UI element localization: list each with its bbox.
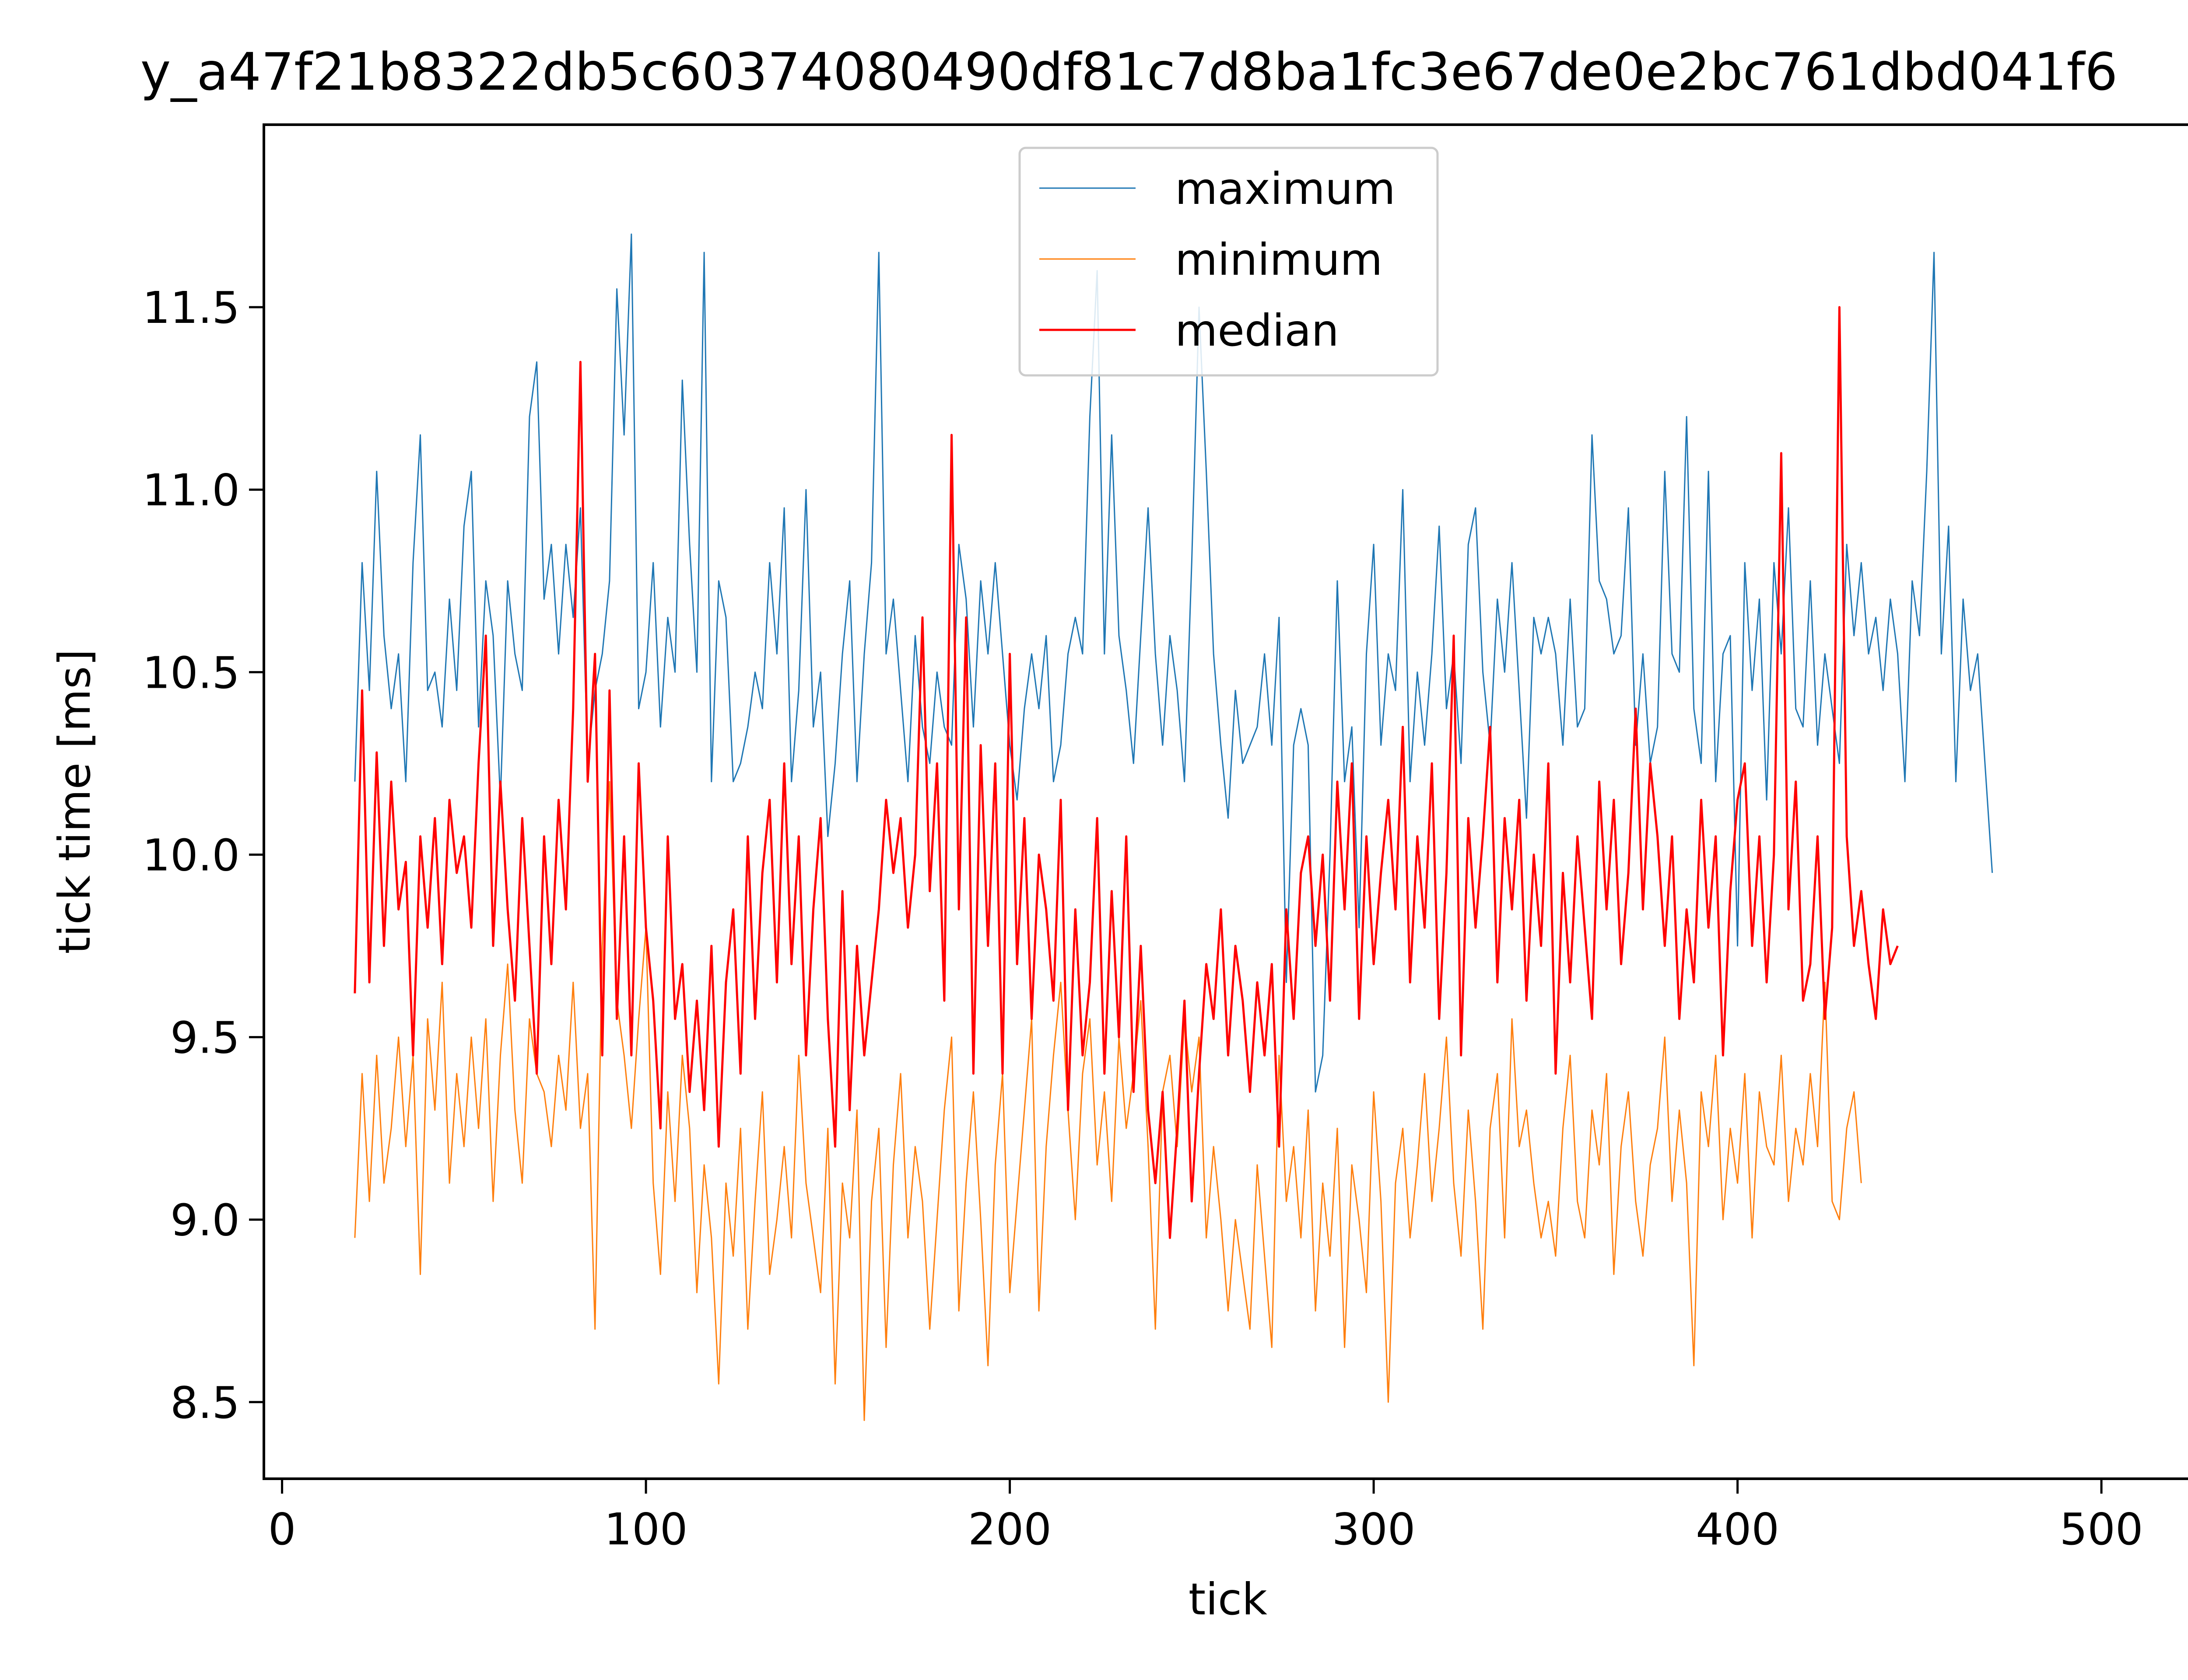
y-tick-label: 11.0 bbox=[142, 465, 240, 516]
x-tick-label: 0 bbox=[268, 1504, 296, 1555]
legend-label-minimum: minimum bbox=[1175, 234, 1383, 285]
y-tick-label: 9.5 bbox=[170, 1012, 240, 1064]
legend-label-maximum: maximum bbox=[1175, 163, 1396, 214]
chart-title: y_a47f21b8322db5c60374080490df81c7d8ba1f… bbox=[140, 42, 2118, 102]
y-tick-label: 10.0 bbox=[142, 830, 240, 881]
y-axis-label: tick time [ms] bbox=[49, 649, 100, 954]
series-line-maximum bbox=[354, 233, 1993, 1093]
plot-area bbox=[354, 233, 1993, 1421]
legend-label-median: median bbox=[1175, 305, 1339, 356]
x-tick-label: 200 bbox=[968, 1504, 1052, 1555]
x-axis: 0 100 200 300 400 500 bbox=[268, 1479, 2143, 1555]
x-axis-label: tick bbox=[1189, 1574, 1267, 1625]
x-tick-label: 100 bbox=[604, 1504, 688, 1555]
x-tick-label: 500 bbox=[2060, 1504, 2143, 1555]
y-tick-label: 8.5 bbox=[170, 1377, 240, 1428]
y-axis: 8.5 9.0 9.5 10.0 10.5 11.0 11.5 bbox=[142, 282, 264, 1428]
legend-box bbox=[1018, 147, 1439, 377]
series-line-median bbox=[354, 306, 1899, 1239]
plot-frame bbox=[263, 123, 2188, 1480]
x-tick-label: 400 bbox=[1696, 1504, 1779, 1555]
y-tick-label: 9.0 bbox=[170, 1195, 240, 1246]
x-tick-label: 300 bbox=[1332, 1504, 1416, 1555]
y-tick-label: 10.5 bbox=[142, 647, 240, 698]
legend: maximum minimum median bbox=[1018, 147, 1439, 377]
y-tick-label: 11.5 bbox=[142, 282, 240, 333]
